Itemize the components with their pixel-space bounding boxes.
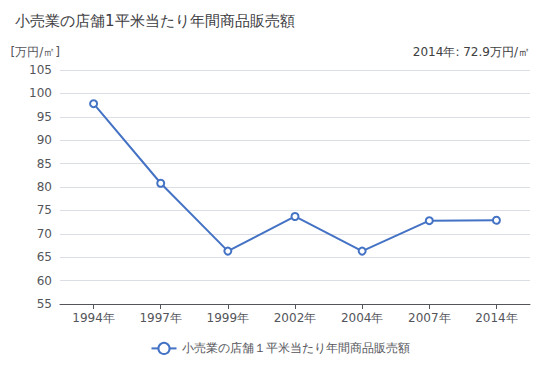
svg-text:100: 100 [29, 86, 52, 100]
svg-text:1999年: 1999年 [207, 311, 250, 325]
svg-text:小売業の店舗１平米当たり年間商品販売額: 小売業の店舗１平米当たり年間商品販売額 [182, 341, 410, 355]
svg-text:55: 55 [37, 297, 52, 311]
svg-text:65: 65 [37, 250, 52, 264]
svg-text:85: 85 [37, 157, 52, 171]
svg-text:小売業の店舗1平米当たり年間商品販売額: 小売業の店舗1平米当たり年間商品販売額 [15, 12, 295, 30]
svg-text:80: 80 [37, 180, 52, 194]
svg-text:2014年: 2014年 [475, 311, 518, 325]
svg-text:[万円/㎡]: [万円/㎡] [11, 45, 60, 59]
svg-text:2002年: 2002年 [274, 311, 317, 325]
svg-text:90: 90 [37, 133, 52, 147]
svg-text:75: 75 [37, 203, 52, 217]
svg-text:1994年: 1994年 [72, 311, 115, 325]
svg-text:105: 105 [29, 63, 52, 77]
svg-text:2014年: 72.9万円/㎡: 2014年: 72.9万円/㎡ [413, 45, 530, 59]
svg-text:60: 60 [37, 274, 52, 288]
svg-text:70: 70 [37, 227, 52, 241]
svg-text:1997年: 1997年 [139, 311, 182, 325]
svg-text:2004年: 2004年 [341, 311, 384, 325]
svg-text:2007年: 2007年 [408, 311, 451, 325]
svg-text:95: 95 [37, 110, 52, 124]
